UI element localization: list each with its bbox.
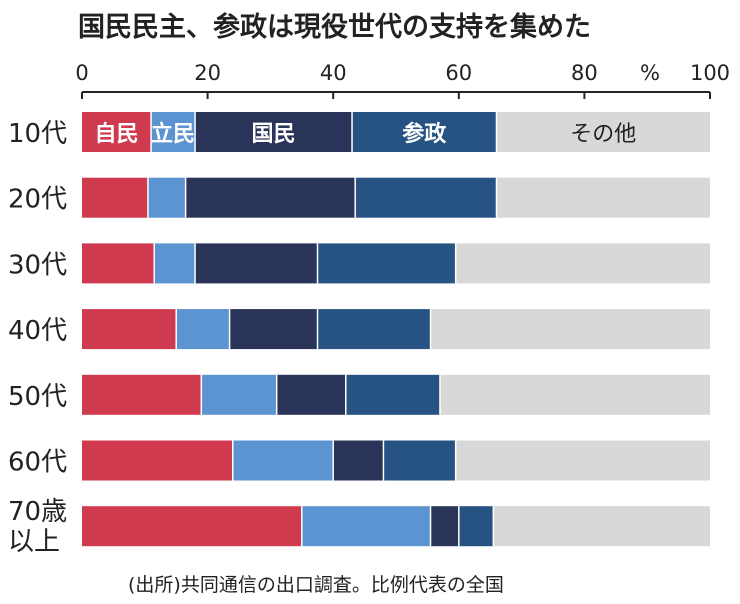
category-label: 50代 — [8, 382, 67, 412]
bar-row — [82, 177, 710, 218]
x-tick-label: 40 — [320, 61, 347, 85]
bar-row — [82, 506, 710, 547]
bar-segment — [439, 374, 710, 415]
series-label: 自民 — [95, 121, 139, 147]
category-label: 10代 — [8, 119, 67, 149]
series-label: 国民 — [252, 122, 296, 147]
bar-segment — [82, 374, 202, 415]
bar-segment — [195, 112, 353, 152]
bar-segment — [496, 112, 710, 152]
x-tick-label: 60 — [445, 61, 472, 85]
chart-title: 国民民主、参政は現役世代の支持を集めた — [78, 11, 591, 43]
bar-row: 自民 立民 国民 参政 その他 — [82, 112, 710, 152]
category-label: 40代 — [8, 316, 67, 346]
bar-segment — [383, 440, 456, 481]
bar-segment — [455, 440, 710, 481]
bar-row — [82, 309, 710, 350]
bar-segment — [195, 243, 318, 284]
bar-segment — [301, 506, 431, 547]
bar-row — [82, 243, 710, 284]
series-label: 立民 — [151, 121, 195, 147]
category-label: 以上 — [8, 527, 60, 557]
bar-segment — [345, 374, 440, 415]
x-axis: 0 20 40 60 80 100% — [75, 61, 730, 99]
x-tick-label: 80 — [571, 61, 598, 85]
x-tick-label: 0 — [75, 61, 88, 85]
bar-segment — [430, 309, 710, 350]
category-label: 30代 — [8, 250, 67, 280]
bar-segment — [430, 506, 459, 547]
bar-segment — [185, 177, 356, 218]
bar-segment — [229, 309, 318, 350]
x-tick-label: 20 — [194, 61, 221, 85]
category-label: 20代 — [8, 185, 67, 215]
bar-segment — [493, 506, 710, 547]
bar-segment — [352, 112, 497, 152]
source-note: (出所)共同通信の出口調査。比例代表の全国 — [128, 574, 504, 596]
bar-segment — [276, 374, 346, 415]
bar-segment — [333, 440, 384, 481]
series-label: その他 — [570, 122, 636, 147]
bar-segment — [82, 112, 152, 152]
bar-row — [82, 440, 710, 481]
bar-segment — [201, 374, 277, 415]
x-unit-label: % — [640, 61, 660, 85]
series-label: 参政 — [402, 121, 447, 147]
bar-segment — [147, 177, 186, 218]
bar-segment — [82, 177, 148, 218]
bar-segment — [455, 243, 710, 284]
category-label: 70歳 — [8, 497, 67, 527]
bar-segment — [496, 177, 710, 218]
x-tick-label: 100 — [690, 61, 730, 85]
bar-segment — [82, 243, 155, 284]
bar-segment — [232, 440, 334, 481]
bar-segment — [458, 506, 494, 547]
bar-segment — [82, 506, 302, 547]
bar-segment — [151, 112, 196, 152]
bar-segment — [82, 309, 177, 350]
bar-segment — [82, 440, 233, 481]
bar-segment — [317, 243, 456, 284]
bar-segment — [176, 309, 230, 350]
bars: 自民 立民 国民 参政 その他 — [82, 112, 710, 547]
bar-row — [82, 374, 710, 415]
bar-segment — [355, 177, 497, 218]
bar-segment — [154, 243, 196, 284]
bar-segment — [317, 309, 431, 350]
category-label: 60代 — [8, 448, 67, 478]
